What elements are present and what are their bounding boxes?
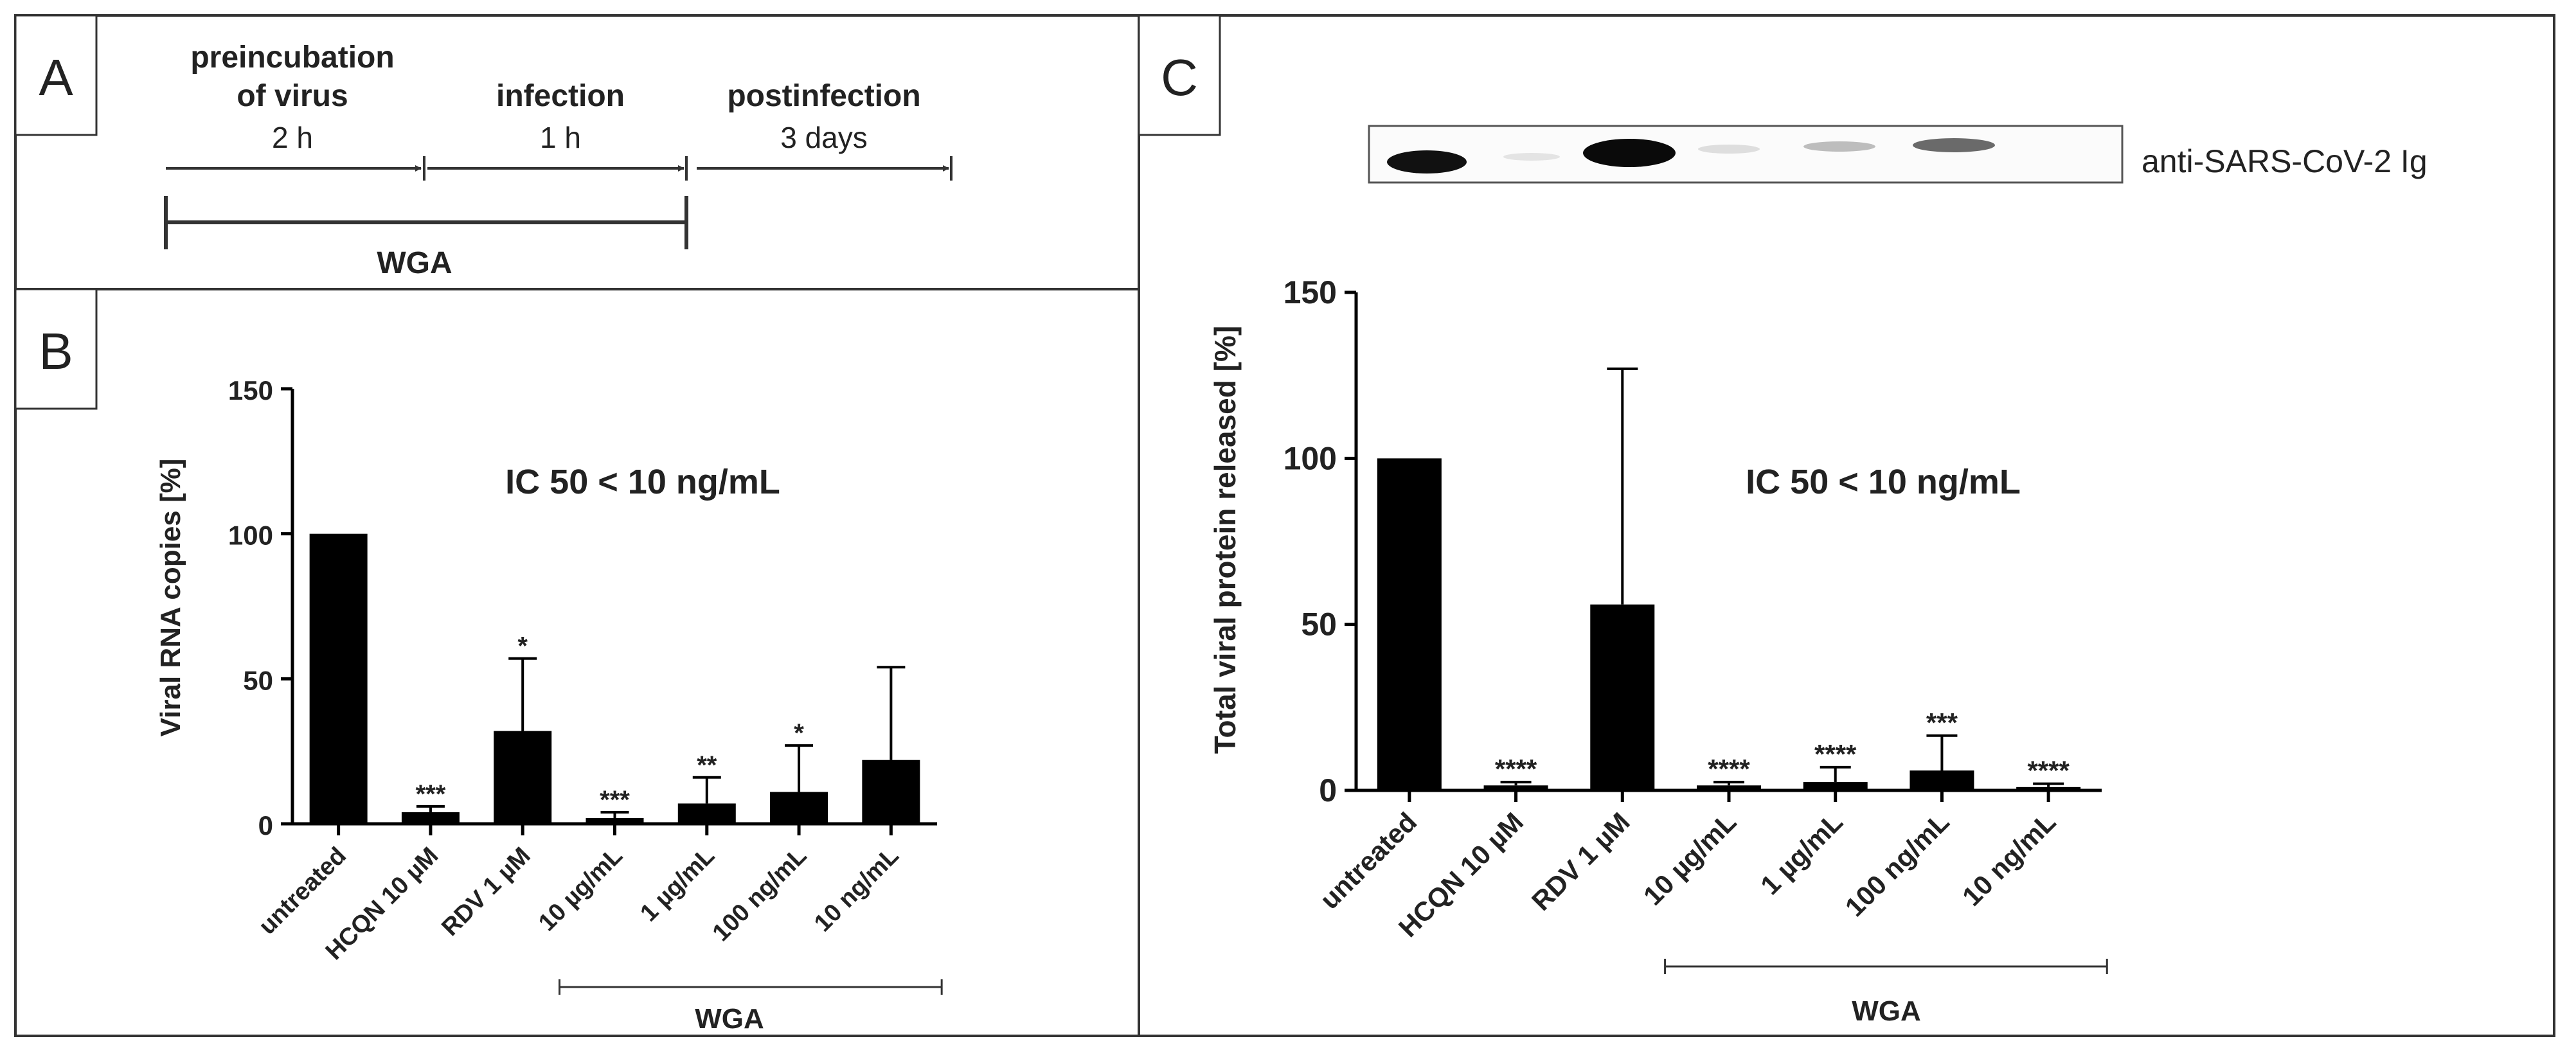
bar [309, 533, 368, 824]
significance-label: * [517, 632, 528, 661]
category-label: untreated [254, 842, 352, 940]
timeline: preincubation of virus 2 h infection 1 h… [164, 40, 953, 280]
y-tick-label: 150 [228, 375, 273, 405]
category-label: untreated [1314, 806, 1423, 915]
bar [770, 792, 828, 824]
phase-2-title: infection [496, 79, 625, 113]
category-label: RDV 1 µM [1526, 806, 1636, 916]
y-tick-label: 100 [1284, 440, 1337, 476]
bar [677, 803, 736, 824]
wga-treatment-label: WGA [377, 246, 452, 280]
phase-1-title: preincubation [190, 40, 394, 75]
svg-text:C: C [1161, 49, 1198, 106]
category-label: RDV 1 µM [436, 842, 535, 941]
significance-label: *** [416, 780, 446, 808]
panel-b-label: B [14, 288, 98, 410]
bar [586, 817, 644, 824]
chart-b-annotation: IC 50 < 10 ng/mL [505, 463, 780, 501]
panel-a-label: A [14, 14, 98, 136]
blot-band [1503, 153, 1560, 161]
blot-antibody-label: anti-SARS-CoV-2 Ig [2142, 143, 2428, 179]
phase-3-title: postinfection [727, 79, 920, 113]
chart-c-annotation: IC 50 < 10 ng/mL [1746, 463, 2021, 501]
chart-c-ylabel: Total viral protein released [%] [1208, 326, 1242, 754]
category-label: 1 µg/mL [635, 842, 720, 927]
blot-band [1583, 139, 1676, 167]
significance-label: **** [1814, 739, 1857, 769]
phase-3-duration: 3 days [780, 121, 868, 154]
bar [1697, 785, 1761, 790]
blot-band [1913, 138, 1995, 152]
significance-label: **** [1495, 754, 1537, 784]
y-tick-label: 50 [1301, 607, 1337, 643]
category-label: 10 ng/mL [809, 842, 904, 938]
chart-b-ylabel: Viral RNA copies [%] [155, 459, 186, 737]
category-label: 10 µg/mL [533, 842, 628, 937]
y-tick-label: 0 [258, 810, 273, 841]
phase-2-duration: 1 h [540, 121, 581, 154]
bar [1910, 770, 1974, 790]
category-label: 10 µg/mL [1638, 806, 1742, 911]
bar [401, 812, 460, 824]
bar [1803, 782, 1868, 790]
blot-band [1387, 150, 1467, 174]
y-tick-label: 100 [228, 521, 273, 551]
chart-c-group-label: WGA [1852, 995, 1921, 1027]
blot-strip [1368, 125, 2124, 184]
bar [1590, 604, 1655, 790]
y-tick-label: 0 [1319, 772, 1337, 808]
phase-1-duration: 2 h [272, 121, 313, 154]
chart-b: Viral RNA copies [%] IC 50 < 10 ng/mL WG… [155, 375, 943, 1035]
y-tick-label: 50 [243, 665, 273, 695]
bar [2016, 787, 2081, 790]
svg-text:A: A [39, 49, 73, 106]
svg-text:B: B [39, 323, 73, 380]
bar [1483, 785, 1548, 790]
category-label: 1 µg/mL [1755, 806, 1848, 900]
significance-label: **** [1708, 754, 1750, 784]
wga-bracket [164, 196, 688, 249]
bar [1377, 458, 1442, 790]
significance-label: **** [2027, 756, 2070, 786]
significance-label: *** [1926, 707, 1958, 738]
phase-1-title-line2: of virus [237, 79, 348, 113]
blot-band [1698, 145, 1760, 154]
significance-label: *** [600, 786, 630, 814]
significance-label: * [794, 719, 804, 747]
chart-b-group-label: WGA [695, 1003, 764, 1035]
panel-c-frame [1138, 14, 2555, 1037]
category-label: 10 ng/mL [1956, 806, 2062, 912]
category-label: 100 ng/mL [1839, 806, 1955, 922]
bar [494, 731, 552, 824]
bar [862, 760, 920, 824]
blot-band [1803, 141, 1875, 152]
chart-c: Total viral protein released [%] IC 50 <… [1208, 274, 2108, 1027]
western-blot: anti-SARS-CoV-2 Ig [1368, 125, 2428, 184]
category-label: 100 ng/mL [708, 842, 812, 947]
panel-c-label: C [1138, 14, 1221, 136]
significance-label: ** [697, 751, 717, 779]
y-tick-label: 150 [1284, 274, 1337, 310]
